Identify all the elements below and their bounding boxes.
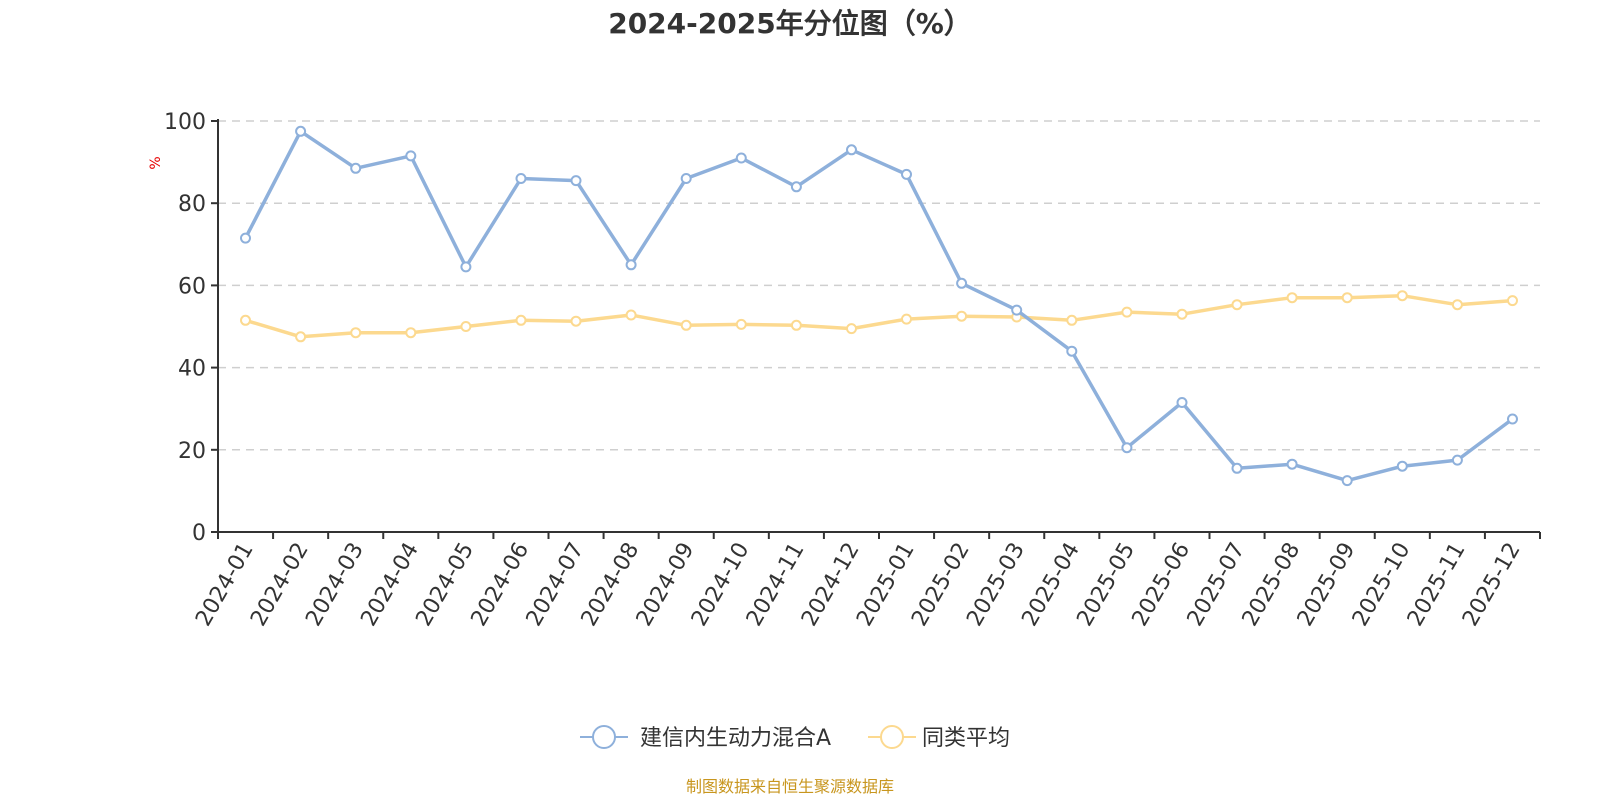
data-point (1396, 460, 1408, 472)
data-point (1176, 397, 1188, 408)
data-point (956, 277, 968, 289)
data-point (405, 150, 417, 162)
data-point (460, 261, 472, 273)
data-point (1396, 290, 1408, 302)
data-point (515, 314, 527, 326)
data-point (846, 323, 857, 335)
legend-label: 建信内生动力混合A (640, 726, 831, 751)
series-0 (240, 125, 1518, 487)
data-point (1341, 475, 1353, 487)
data-point (1507, 413, 1518, 425)
data-point (1341, 292, 1353, 304)
data-point (405, 327, 417, 339)
data-point (295, 125, 307, 137)
y-tick-label: 100 (164, 110, 206, 135)
legend-item-0[interactable]: 建信内生动力混合A (580, 725, 831, 751)
data-point (680, 173, 692, 184)
data-point (240, 232, 251, 244)
data-point (460, 321, 472, 332)
data-point (625, 259, 637, 271)
data-point (1507, 295, 1518, 307)
series-1 (240, 290, 1518, 343)
data-point (735, 152, 747, 164)
data-point (295, 331, 307, 343)
data-point (1121, 306, 1133, 318)
chart-title: 2024-2025年分位图（%） (608, 7, 972, 40)
data-point (1231, 462, 1243, 474)
data-point (1286, 292, 1298, 304)
data-point (1066, 314, 1078, 326)
data-point (1451, 454, 1463, 466)
data-point (240, 314, 251, 326)
data-point (1451, 299, 1463, 311)
series-line (244, 293, 1513, 339)
y-axis-label: % (148, 156, 164, 169)
data-point (350, 162, 362, 174)
data-point (570, 175, 582, 187)
series-layer (240, 125, 1518, 487)
data-point (1231, 299, 1243, 311)
legend-marker (592, 725, 616, 749)
y-tick-label: 20 (178, 439, 206, 464)
data-point (735, 318, 747, 330)
data-point (1176, 308, 1188, 320)
y-tick-label: 40 (178, 357, 206, 382)
series-line (243, 129, 1514, 483)
data-point (625, 309, 637, 321)
data-point (1286, 458, 1298, 470)
y-tick-label: 0 (192, 521, 206, 546)
data-point (956, 310, 968, 322)
legend[interactable]: 建信内生动力混合A 同类平均 (580, 725, 1010, 751)
y-tick-label: 80 (178, 192, 206, 217)
data-point (1121, 442, 1133, 454)
data-point (790, 319, 802, 331)
legend-label: 同类平均 (922, 726, 1010, 751)
data-point (846, 144, 857, 156)
data-point (901, 168, 912, 180)
legend-item-1[interactable]: 同类平均 (868, 725, 1010, 751)
axes: 0204060801002024-012024-022024-032024-04… (164, 110, 1541, 631)
data-point (680, 319, 692, 331)
data-point (570, 315, 582, 327)
data-point (901, 313, 912, 325)
source-note: 制图数据来自恒生聚源数据库 (686, 777, 894, 796)
grid-lines (218, 120, 1540, 451)
data-point (515, 173, 527, 184)
legend-marker (880, 725, 904, 749)
y-tick-label: 60 (178, 274, 206, 299)
data-point (1066, 345, 1078, 357)
data-point (790, 181, 802, 193)
data-point (1011, 304, 1023, 316)
data-point (350, 327, 362, 339)
